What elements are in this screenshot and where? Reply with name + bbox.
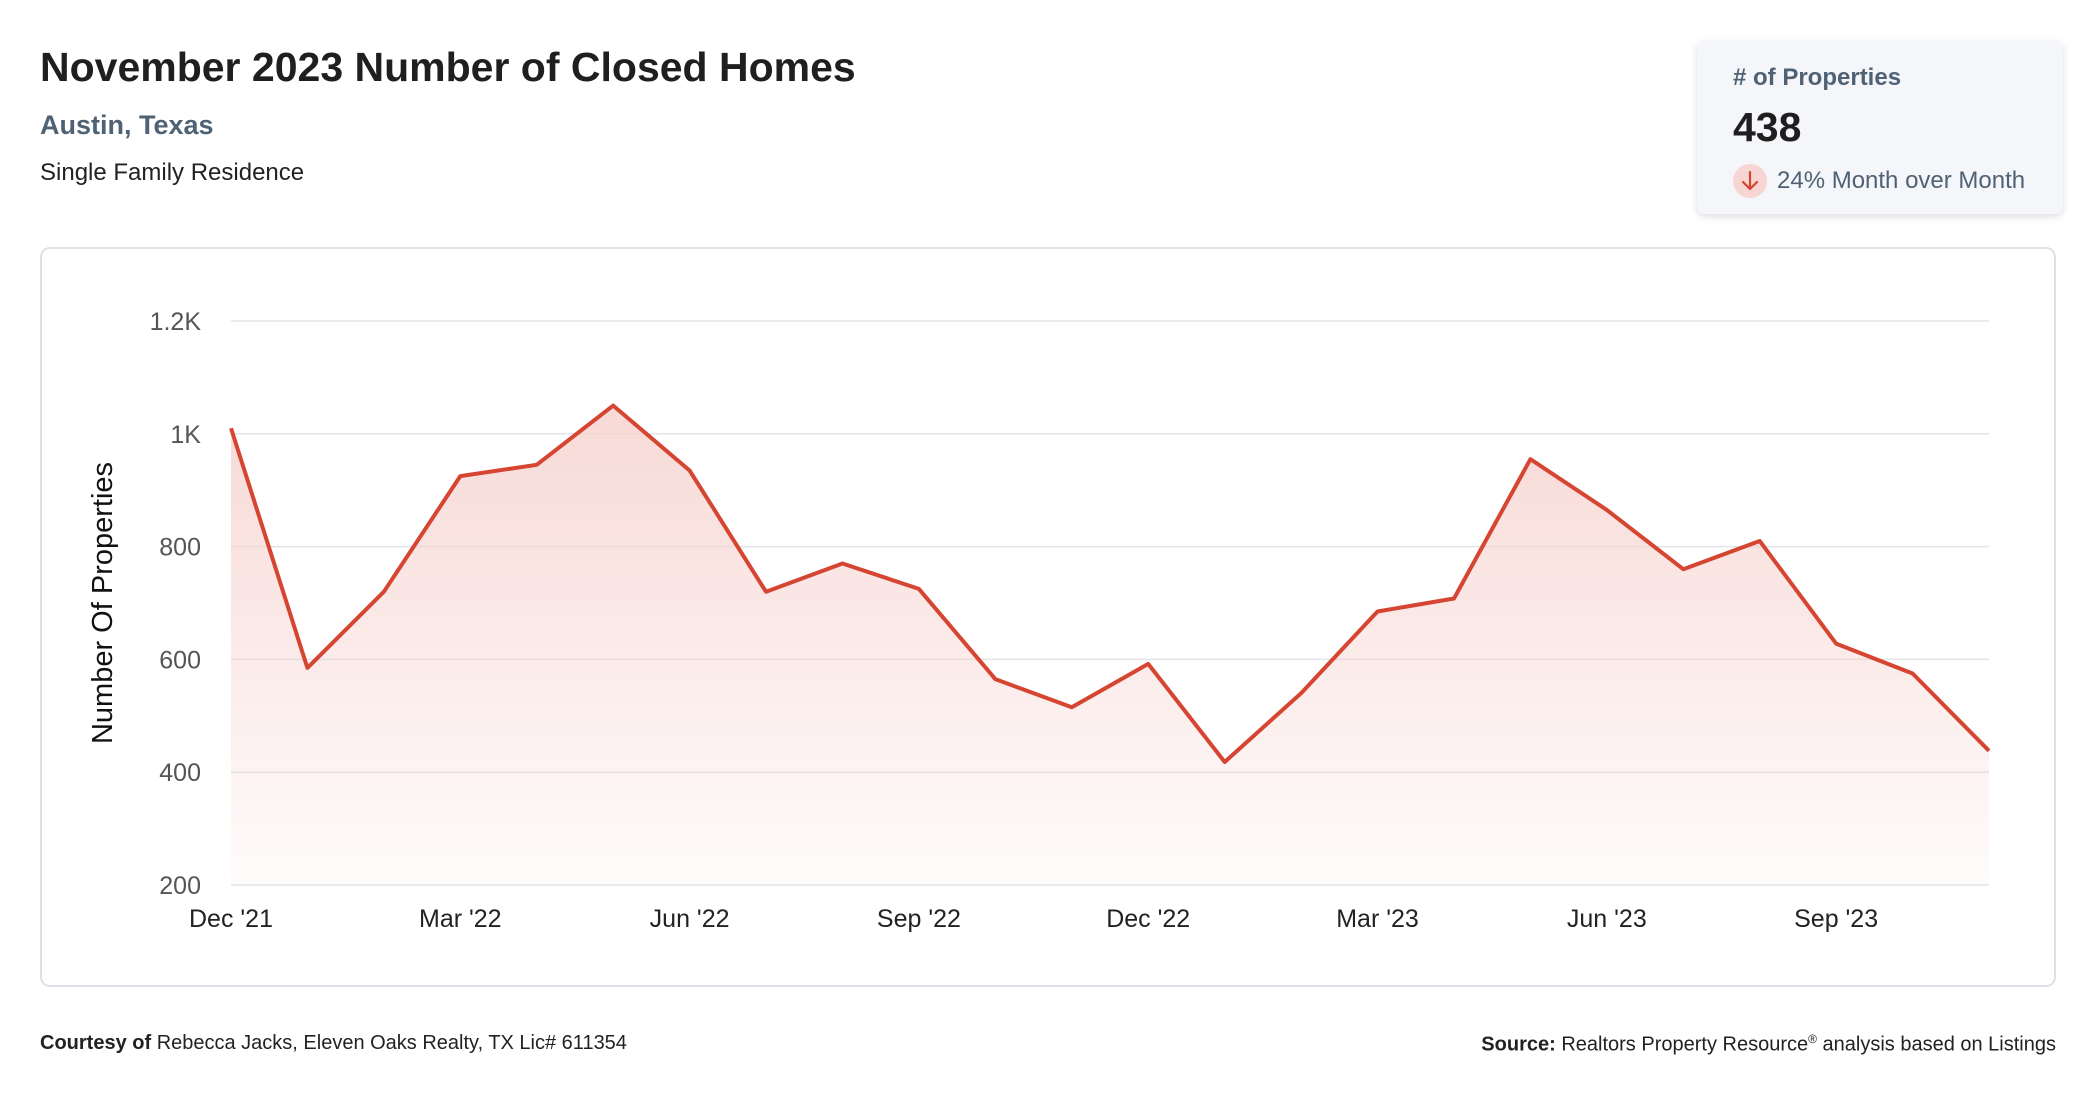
arrow-down-icon bbox=[1733, 164, 1767, 198]
data-point bbox=[839, 561, 845, 567]
courtesy-label: Courtesy of bbox=[40, 1032, 152, 1054]
kpi-change: 24% Month over Month bbox=[1733, 164, 2025, 198]
data-point bbox=[992, 676, 998, 682]
data-point bbox=[457, 473, 463, 479]
data-point bbox=[1527, 456, 1533, 462]
property-type-label: Single Family Residence bbox=[40, 159, 305, 186]
kpi-value: 438 bbox=[1733, 104, 1802, 150]
kpi-label: # of Properties bbox=[1733, 64, 1902, 91]
data-point bbox=[1069, 704, 1075, 710]
courtesy-footer: Courtesy of Rebecca Jacks, Eleven Oaks R… bbox=[40, 1032, 627, 1055]
y-tick-label: 1.2K bbox=[150, 308, 202, 336]
location-subtitle: Austin, Texas bbox=[40, 110, 214, 140]
kpi-change-text: 24% Month over Month bbox=[1777, 167, 2026, 194]
x-tick-label: Mar '22 bbox=[419, 905, 502, 933]
y-tick-label: 1K bbox=[170, 421, 201, 449]
x-tick-label: Sep '23 bbox=[1794, 905, 1878, 933]
data-point bbox=[687, 467, 693, 473]
x-axis-ticks: Dec '21 Mar '22 Jun '22 Sep '22 Dec '22 Mar '… bbox=[189, 905, 1878, 933]
source-label: Source: bbox=[1481, 1033, 1556, 1056]
data-point bbox=[1222, 759, 1228, 765]
courtesy-text: Rebecca Jacks, Eleven Oaks Realty, TX Li… bbox=[156, 1032, 627, 1054]
properties-kpi-card: # of Properties 438 24% Month over Month bbox=[1697, 40, 2063, 214]
data-point bbox=[916, 586, 922, 592]
data-point bbox=[763, 589, 769, 595]
data-point bbox=[1986, 748, 1992, 754]
page-title: November 2023 Number of Closed Homes bbox=[40, 44, 856, 90]
data-point bbox=[1604, 507, 1610, 513]
data-point bbox=[304, 665, 310, 671]
data-point bbox=[381, 589, 387, 595]
y-axis-label: Number Of Properties bbox=[87, 462, 119, 744]
x-tick-label: Sep '22 bbox=[877, 905, 961, 933]
closed-homes-line bbox=[229, 403, 1991, 764]
data-point bbox=[1451, 595, 1457, 601]
x-tick-label: Dec '21 bbox=[189, 905, 273, 933]
data-point bbox=[1680, 566, 1686, 572]
x-tick-label: Jun '23 bbox=[1567, 905, 1647, 933]
data-point bbox=[1910, 671, 1916, 677]
data-point bbox=[1145, 661, 1151, 667]
x-tick-label: Mar '23 bbox=[1336, 905, 1419, 933]
x-tick-label: Dec '22 bbox=[1106, 905, 1190, 933]
y-axis-ticks: 200 400 600 800 1K 1.2K bbox=[150, 308, 202, 900]
source-footer: Source: Realtors Property Resource® anal… bbox=[1481, 1032, 2056, 1057]
y-tick-label: 400 bbox=[159, 759, 201, 787]
series-area bbox=[231, 405, 1989, 885]
registered-mark: ® bbox=[1808, 1032, 1817, 1046]
area-fill bbox=[231, 405, 1989, 885]
data-point bbox=[1298, 690, 1304, 696]
series-line bbox=[228, 403, 1992, 765]
data-point bbox=[1375, 608, 1381, 614]
y-tick-label: 200 bbox=[159, 872, 201, 900]
chart-panel: 200 400 600 800 1K 1.2K Dec '21 Mar '22 Jun '22… bbox=[40, 247, 2056, 987]
y-tick-label: 800 bbox=[159, 534, 201, 562]
data-point bbox=[610, 403, 616, 409]
source-text: Realtors Property Resource bbox=[1561, 1033, 1809, 1056]
source-suffix: analysis based on Listings bbox=[1822, 1033, 2056, 1056]
data-point bbox=[228, 425, 234, 431]
closed-homes-chart: 200 400 600 800 1K 1.2K Dec '21 Mar '22 Jun '22… bbox=[87, 308, 1992, 933]
data-point bbox=[534, 462, 540, 468]
x-tick-label: Jun '22 bbox=[650, 905, 730, 933]
data-point bbox=[1833, 641, 1839, 647]
data-point bbox=[1757, 538, 1763, 544]
y-tick-label: 600 bbox=[159, 646, 201, 674]
